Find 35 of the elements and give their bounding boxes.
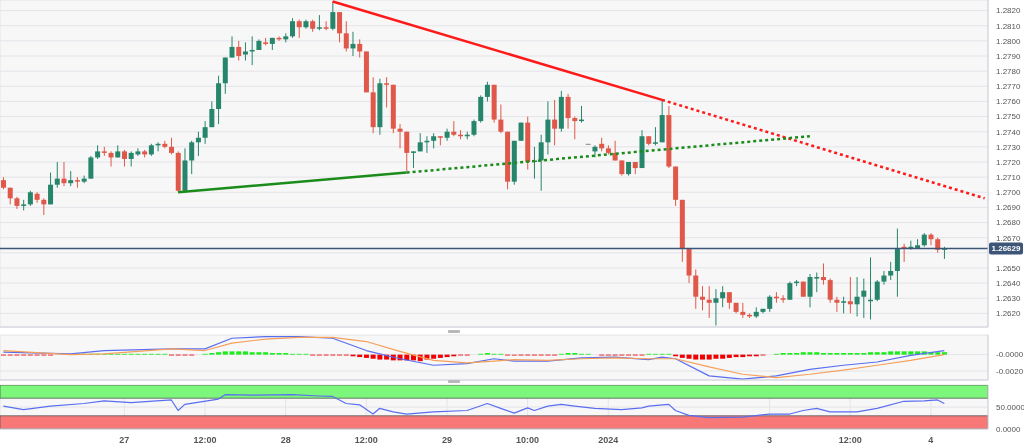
y-tick-label: 1.2750 xyxy=(996,112,1022,122)
ref-line-label: 1.26629 xyxy=(991,244,1022,254)
x-tick-label: 12:00 xyxy=(193,435,217,443)
y-tick-label: -0.0020 xyxy=(996,366,1024,376)
y-tick-label: 1.2810 xyxy=(996,21,1022,31)
y-tick-label: 1.2800 xyxy=(996,36,1022,46)
x-tick-label: 3 xyxy=(767,435,773,443)
x-tick-label: 12:00 xyxy=(838,435,862,443)
y-tick-label: -0.0000 xyxy=(996,350,1024,360)
y-tick-label: 50.0000 xyxy=(996,402,1024,412)
y-tick-label: 1.2710 xyxy=(996,172,1022,182)
y-tick-label: 1.2690 xyxy=(996,203,1022,213)
y-tick-label: 1.2730 xyxy=(996,142,1022,152)
y-tick-label: 0.0000 xyxy=(996,424,1022,434)
y-tick-label: 1.2820 xyxy=(996,6,1022,16)
x-tick-label: 27 xyxy=(119,435,130,443)
y-tick-label: 1.2790 xyxy=(996,51,1022,61)
y-tick-label: 1.2650 xyxy=(996,263,1022,273)
y-tick-label: 1.2700 xyxy=(996,188,1022,198)
y-tick-label: 1.2770 xyxy=(996,82,1022,92)
y-tick-label: 1.2640 xyxy=(996,278,1022,288)
x-tick-label: 28 xyxy=(280,435,291,443)
y-tick-label: 1.2620 xyxy=(996,309,1022,319)
x-tick-label: 4 xyxy=(928,435,934,443)
y-tick-label: 1.2670 xyxy=(996,233,1022,243)
y-tick-label: 1.2780 xyxy=(996,66,1022,76)
y-tick-label: 1.2760 xyxy=(996,97,1022,107)
y-tick-label: 1.2680 xyxy=(996,218,1022,228)
y-tick-label: 1.2720 xyxy=(996,157,1022,167)
y-tick-label: 1.2740 xyxy=(996,127,1022,137)
x-tick-label: 12:00 xyxy=(354,435,378,443)
x-tick-label: 10:00 xyxy=(516,435,540,443)
y-tick-label: 1.2630 xyxy=(996,294,1022,304)
x-tick-label: 29 xyxy=(441,435,452,443)
x-tick-label: 2024 xyxy=(598,435,619,443)
